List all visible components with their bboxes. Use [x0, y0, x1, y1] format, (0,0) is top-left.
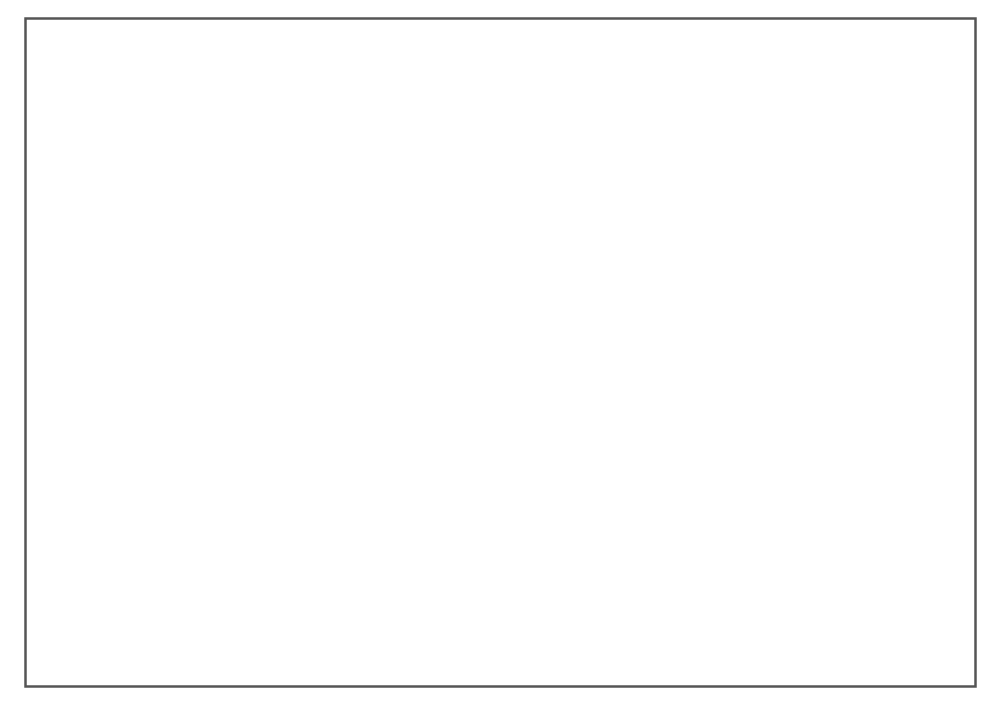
Text: 232.4: 232.4	[661, 591, 718, 610]
Text: 7.3: 7.3	[689, 443, 718, 461]
Text: 1.5: 1.5	[689, 477, 718, 495]
Text: Subtotal: Subtotal	[604, 511, 679, 529]
Text: 19.5: 19.5	[678, 408, 718, 427]
Text: 72.2: 72.2	[678, 511, 718, 529]
Text: 517: 517	[800, 226, 834, 244]
Text: Total: Total	[372, 591, 421, 610]
Text: 197: 197	[800, 191, 834, 210]
Text: Residential High Density: Residential High Density	[168, 260, 389, 278]
Text: Neighborhood Greenbelt: Neighborhood Greenbelt	[168, 443, 390, 461]
Text: Overall Residential Density =  8.9 du/ac: Overall Residential Density = 8.9 du/ac	[249, 328, 652, 346]
Text: Acres: Acres	[662, 154, 718, 172]
Text: Major Streets/ Landscape Corridors: Major Streets/ Landscape Corridors	[168, 557, 485, 575]
Text: Land Use Summary: Land Use Summary	[168, 114, 394, 134]
Text: 1,200: 1,200	[783, 294, 834, 313]
Text: 22.1: 22.1	[678, 260, 718, 278]
Text: Neighborhood Retail: Neighborhood Retail	[168, 477, 352, 495]
Text: Subtotal: Subtotal	[604, 294, 679, 313]
Text: Units: Units	[782, 154, 834, 172]
Text: 67.0: 67.0	[678, 226, 718, 244]
Text: 135.2: 135.2	[666, 294, 718, 313]
Text: 25.0: 25.0	[678, 557, 718, 575]
Text: 486: 486	[800, 260, 834, 278]
Text: Urban Agricultural Transition Area: Urban Agricultural Transition Area	[168, 375, 474, 393]
Text: Residential Low Density: Residential Low Density	[168, 191, 383, 210]
Text: Park (Community Park, Mini-Park, Dog Park): Park (Community Park, Mini-Park, Dog Par…	[168, 408, 562, 427]
Text: Residential Medium Density: Residential Medium Density	[168, 226, 419, 244]
Text: 1,200: 1,200	[777, 591, 834, 610]
Text: 43.9: 43.9	[678, 375, 718, 393]
Text: 46.1: 46.1	[678, 191, 718, 210]
Text: Land Use Designation: Land Use Designation	[168, 154, 388, 172]
